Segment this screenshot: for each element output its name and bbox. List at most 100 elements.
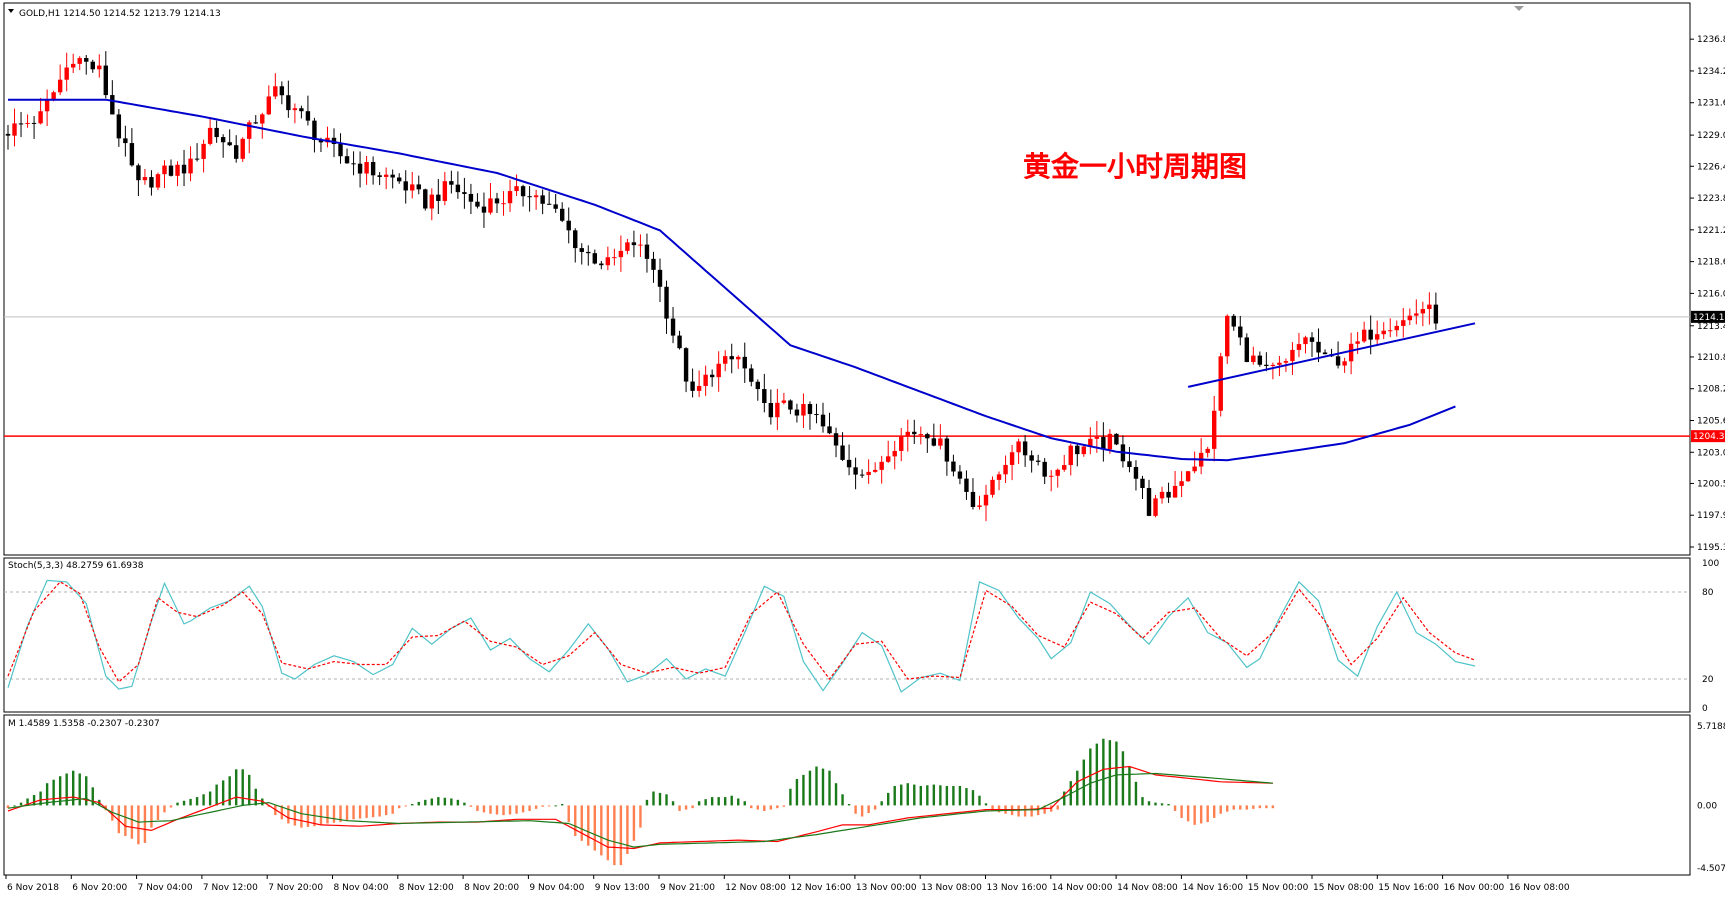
macd-histogram-bar [769,805,773,810]
macd-histogram-bar [280,805,284,820]
macd-signal-line [7,772,1273,848]
macd-histogram-bar [293,805,297,826]
candle-body [866,471,871,476]
macd-histogram-bar [697,801,701,806]
macd-histogram-bar [587,805,590,846]
macd-histogram-bar [1141,797,1144,806]
price-axis: 1236.85 1234.25 1231.65 1229.00 1226.45 1223.… [1690,35,1725,874]
candle-body [240,138,245,159]
macd-histogram-bar [235,769,238,806]
macd-histogram-bar [398,805,401,809]
macd-histogram-bar [574,805,577,836]
candle-body [827,426,832,434]
macd-histogram-bar [1030,805,1033,817]
macd-histogram-bar [169,805,173,808]
candle-body [775,402,780,418]
macd-histogram-bar [19,802,23,806]
macd-histogram-bar [1193,805,1196,825]
candle-body [794,409,800,416]
candle-body [1277,362,1282,365]
macd-histogram-bar [1239,805,1242,810]
candle-body [964,478,969,492]
candle-body [423,189,428,209]
macd-header: M 1.4589 1.5358 -0.2307 -0.2307 [8,719,160,729]
candle-body [1401,320,1406,326]
candle-body [683,348,689,382]
macd-histogram-bar [613,805,616,866]
macd-histogram-bar [997,805,1001,813]
macd-histogram-bar [443,797,447,806]
candle-body [599,263,604,266]
macd-histogram-bar [952,785,955,806]
macd-histogram-bar [26,798,29,806]
macd-histogram-bar [684,805,688,810]
candle-body [429,194,434,209]
candle-body [1094,436,1100,439]
time-tick-label: 12 Nov 08:00 [725,883,786,893]
candle-body [762,389,767,404]
macd-histogram-bar [847,804,851,806]
macd-histogram-bar [384,805,388,816]
macd-histogram-bar [254,788,257,806]
candle-body [1251,355,1256,363]
candle-body [638,244,643,246]
macd-histogram-bar [750,805,753,809]
candle-body [344,156,350,164]
macd-panel[interactable] [6,738,1275,866]
candle-body [1283,361,1289,363]
candle-body [299,108,304,112]
macd-histogram-bar [143,805,147,843]
stoch-signal-line [7,581,1476,683]
candle-body [1172,485,1178,498]
candle-body [31,122,37,124]
candle-body [1062,465,1067,470]
candle-body [1309,337,1315,342]
price-tick-label: 1226.45 [1697,162,1725,172]
candle-body [1225,315,1230,357]
time-tick-label: 9 Nov 04:00 [529,883,584,893]
price-tick-label: 1218.65 [1697,258,1725,268]
candle-body [918,434,923,436]
macd-histogram-bar [508,805,512,815]
candle-body [677,335,682,349]
chart-shift-marker-icon[interactable] [1514,6,1524,11]
candle-body [442,181,448,201]
price-tick-label: 1221.25 [1697,226,1725,236]
candle-body [38,111,43,124]
price-tick-label: 1229.00 [1697,131,1725,141]
candle-body [410,184,415,191]
time-tick-label: 15 Nov 00:00 [1248,883,1309,893]
price-tick-label: 1234.25 [1697,67,1725,77]
price-tick-label: 1236.85 [1697,35,1725,45]
candle-body [833,433,839,446]
macd-histogram-bar [913,784,916,806]
candle-body [977,505,982,507]
macd-histogram-bar [85,776,88,806]
candle-body [488,198,493,213]
macd-histogram-bar [365,805,368,818]
stoch-main-line [7,579,1476,693]
price-tick-label: 1205.65 [1697,417,1725,427]
macd-tick-label: 5.7188 [1697,722,1725,732]
candle-body [592,253,597,264]
dropdown-triangle-icon[interactable] [8,9,14,13]
candle-body [5,133,11,136]
candle-body [801,404,806,416]
candle-body [892,450,897,457]
macd-histogram-bar [932,784,936,806]
macd-histogram-bar [717,797,720,806]
candlestick-panel[interactable] [4,51,1690,522]
macd-histogram-bar [1160,803,1164,806]
price-tick-label: 1210.85 [1697,353,1725,363]
macd-histogram-bar [1154,802,1157,806]
candle-body [501,203,506,205]
candle-body [1088,438,1093,447]
macd-histogram-bar [671,801,675,806]
macd-histogram-bar [456,799,460,806]
candle-body [1042,461,1047,477]
macd-histogram-bar [463,802,466,806]
candle-body [338,144,343,157]
stochastic-panel[interactable] [4,579,1690,693]
candle-body [1342,361,1347,366]
current-price-tag [1691,310,1725,323]
